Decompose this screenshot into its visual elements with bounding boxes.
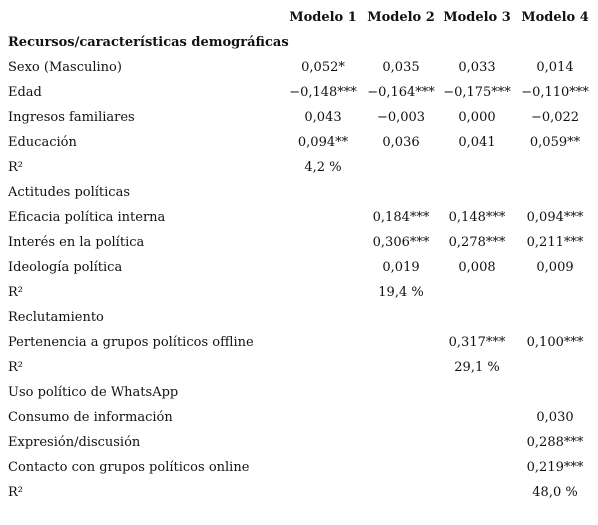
table-cell: 0,008 [458, 260, 496, 275]
table-cell: 0,014 [536, 60, 574, 75]
table-cell: 0,317*** [448, 335, 506, 350]
row-label: Edad [8, 85, 42, 100]
table-cell: 0,009 [536, 260, 574, 275]
table-cell: 0,059** [529, 135, 581, 150]
table-cell: −0,022 [530, 110, 580, 125]
table-cell: 0,036 [382, 135, 420, 150]
row-label: Contacto con grupos políticos online [8, 460, 250, 475]
row-label: Ideología política [8, 260, 123, 275]
table-cell: 0,306*** [372, 235, 430, 250]
table-cell: −0,164*** [367, 85, 435, 100]
table-cell: 0,019 [382, 260, 420, 275]
table-cell: −0,148*** [289, 85, 357, 100]
column-header: Modelo 2 [367, 10, 435, 25]
row-label: Eficacia política interna [8, 210, 166, 225]
row-label: Ingresos familiares [8, 110, 135, 125]
row-label: R² [8, 485, 23, 500]
section-heading: Recursos/características demográficas [8, 35, 289, 50]
table-cell: 0,041 [458, 135, 496, 150]
table-cell: 0,094** [297, 135, 349, 150]
row-label: Educación [8, 135, 77, 150]
table-cell: 0,035 [382, 60, 420, 75]
table-cell: 0,184*** [372, 210, 430, 225]
row-label: R² [8, 360, 23, 375]
table-cell: 0,052* [301, 60, 345, 75]
table-cell: 0,148*** [448, 210, 506, 225]
table-cell: 0,219*** [526, 460, 584, 475]
section-heading: Reclutamiento [8, 310, 104, 325]
row-label: Expresión/discusión [8, 435, 141, 450]
table-cell: 0,000 [458, 110, 496, 125]
column-header: Modelo 1 [289, 10, 357, 25]
table-cell: 0,288*** [526, 435, 584, 450]
table-cell: 0,211*** [526, 235, 584, 250]
table-cell: 0,043 [304, 110, 342, 125]
table-cell: −0,175*** [443, 85, 511, 100]
table-cell: −0,003 [376, 110, 426, 125]
table-cell: 0,094*** [526, 210, 584, 225]
table-cell: 0,100*** [526, 335, 584, 350]
column-header: Modelo 4 [521, 10, 589, 25]
row-label: R² [8, 285, 23, 300]
row-label: Pertenencia a grupos políticos offline [8, 335, 254, 350]
table-cell: 48,0 % [532, 485, 578, 500]
table-cell: 0,278*** [448, 235, 506, 250]
table-cell: 4,2 % [304, 160, 342, 175]
table-cell: 19,4 % [378, 285, 424, 300]
table-cell: 29,1 % [454, 360, 500, 375]
table-cell: −0,110*** [521, 85, 589, 100]
section-heading: Uso político de WhatsApp [8, 385, 179, 400]
section-heading: Actitudes políticas [8, 185, 131, 200]
row-label: R² [8, 160, 23, 175]
table-cell: 0,030 [536, 410, 574, 425]
table-cell: 0,033 [458, 60, 496, 75]
column-header: Modelo 3 [443, 10, 511, 25]
row-label: Sexo (Masculino) [8, 60, 122, 75]
row-label: Consumo de información [8, 410, 173, 425]
row-label: Interés en la política [8, 235, 145, 250]
